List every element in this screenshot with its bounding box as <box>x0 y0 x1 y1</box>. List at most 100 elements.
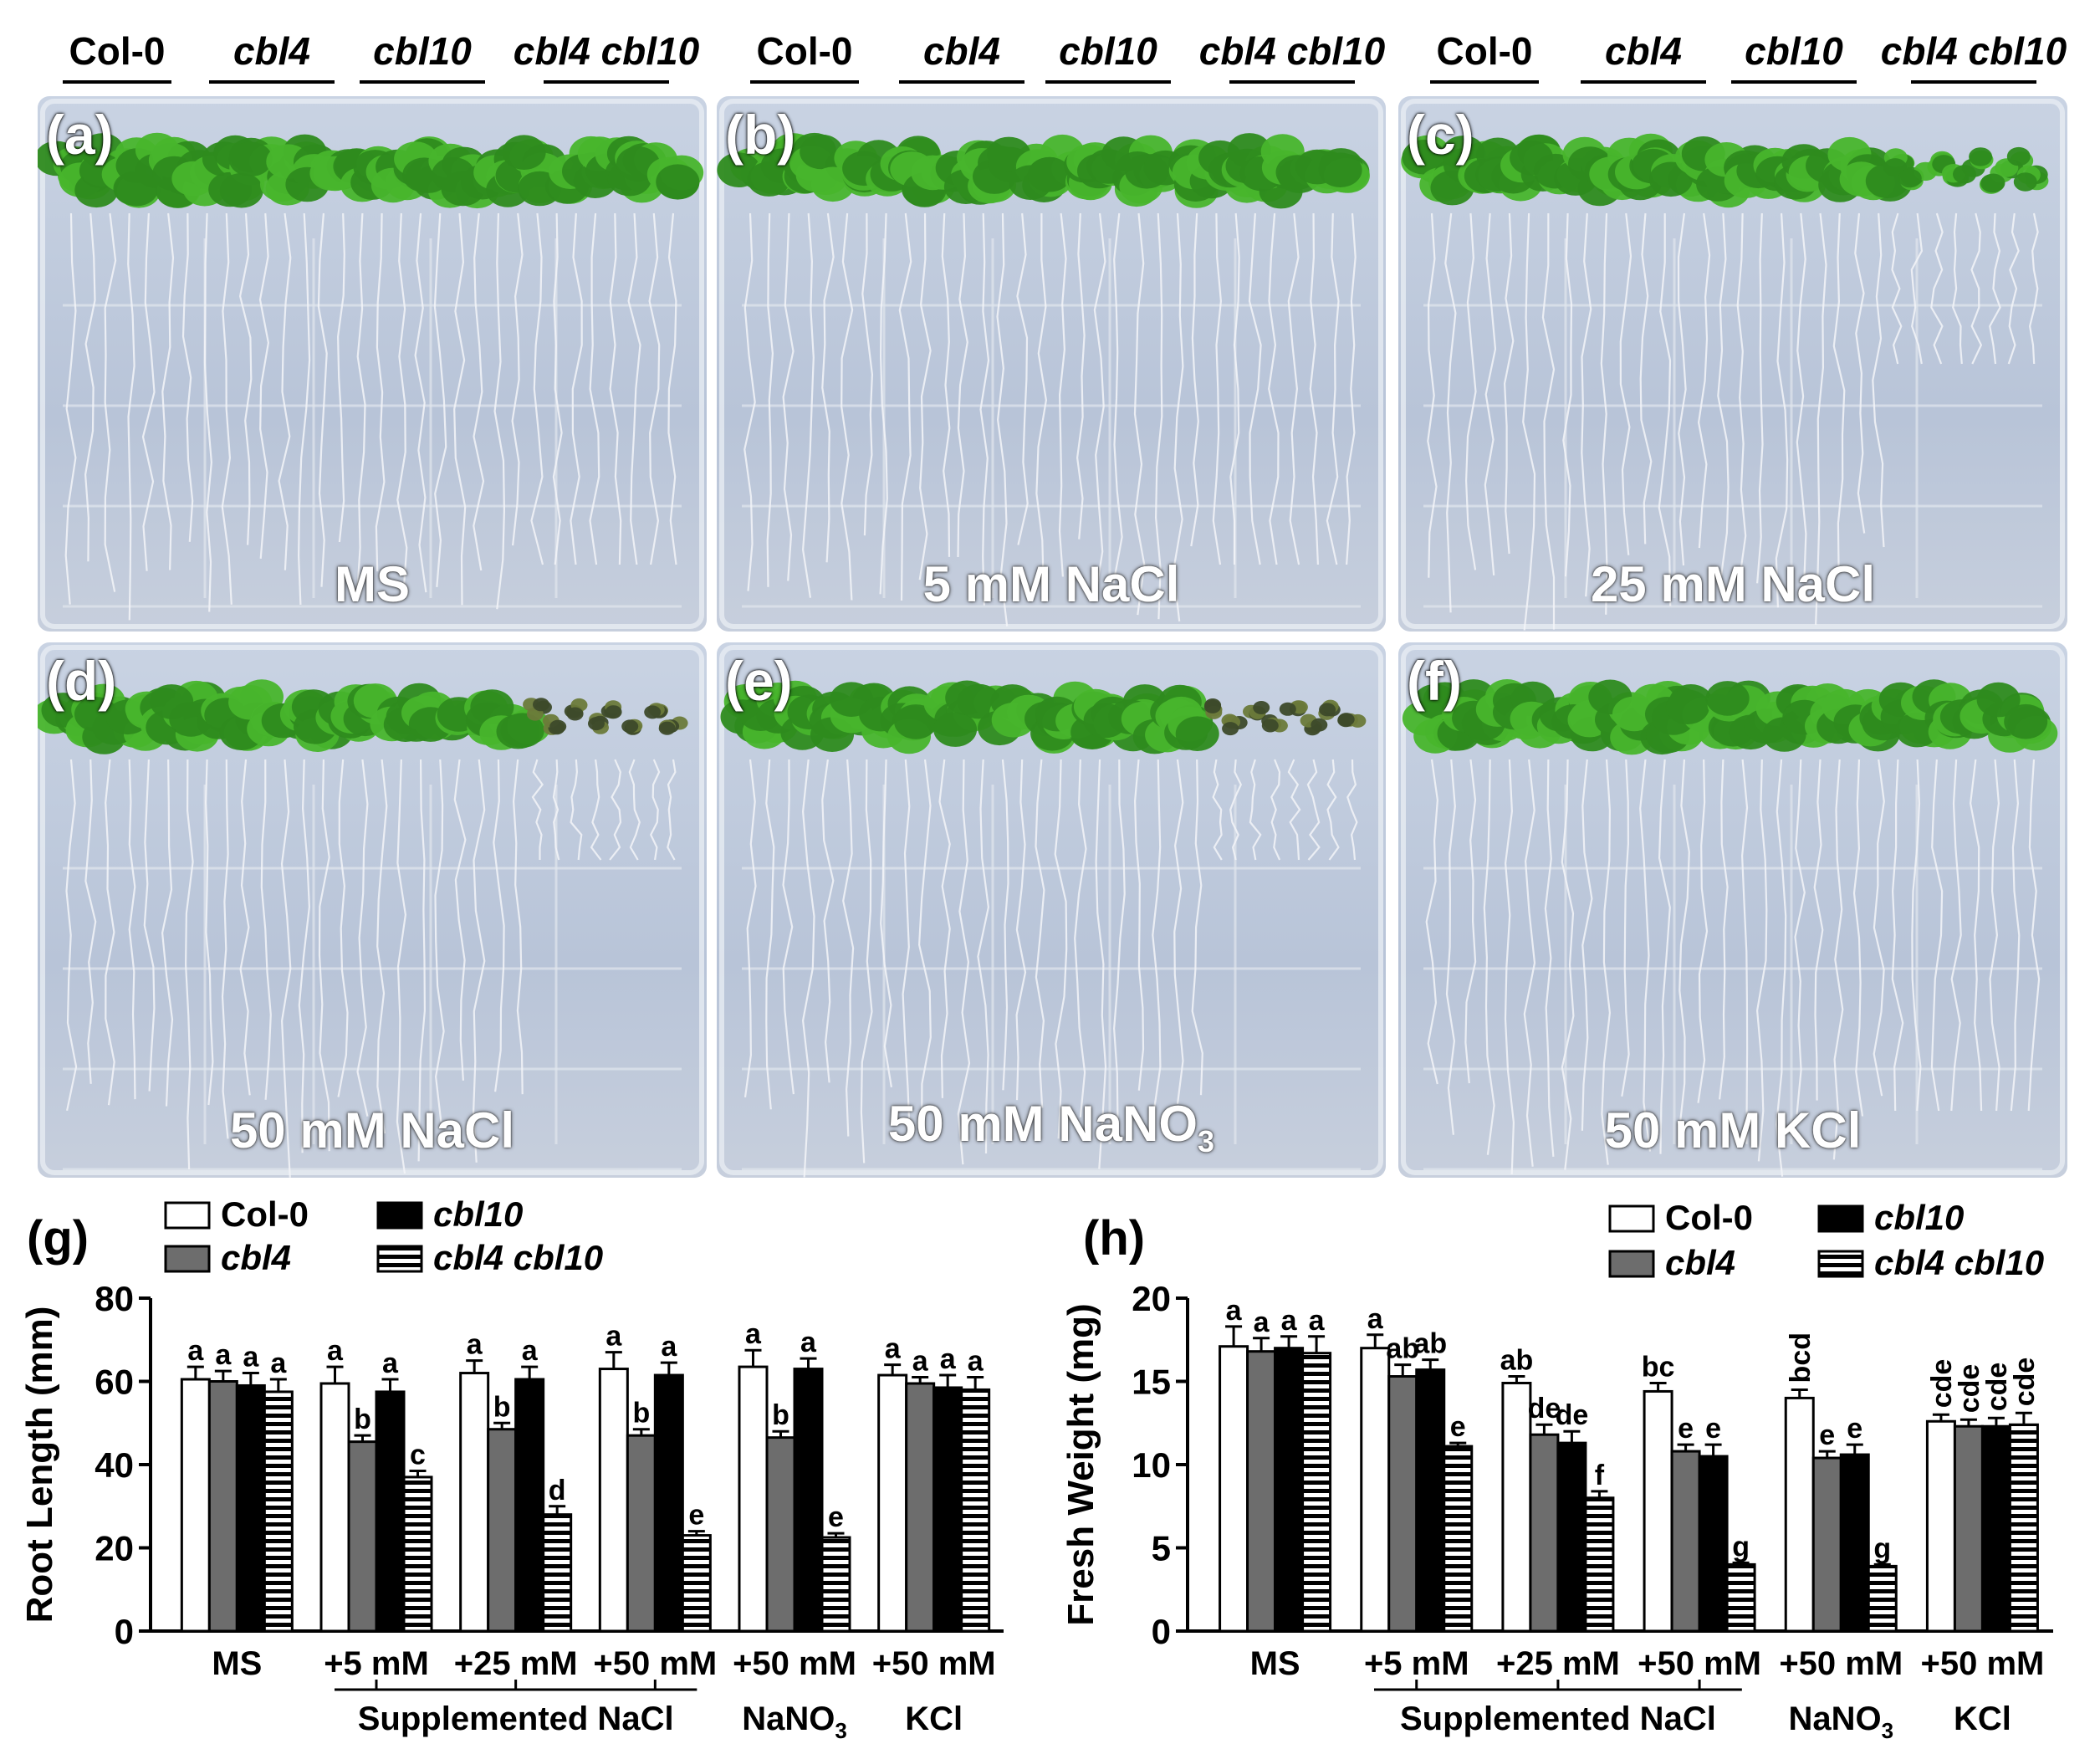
bar <box>1501 1381 1532 1633</box>
legend-swatch-2 <box>1817 1204 1864 1233</box>
y-axis-label: Root Length (mm) <box>19 1307 60 1624</box>
plant-photo-illustration <box>719 645 1383 1178</box>
panel-label: (c) <box>1407 104 1474 166</box>
genotype-underline <box>1045 80 1171 84</box>
bar <box>402 1475 433 1633</box>
significance-letter: e <box>688 1500 704 1532</box>
genotype-underline <box>1430 80 1539 84</box>
legend-label-2: cbl10 <box>433 1194 523 1234</box>
group-label: Supplemented NaCl <box>1400 1700 1716 1737</box>
significance-letter: a <box>270 1348 287 1379</box>
y-tick-label: 0 <box>115 1612 134 1651</box>
error-bar <box>409 1469 427 1477</box>
chart-panel-label: (g) <box>27 1211 89 1266</box>
legend-swatch-0 <box>164 1201 211 1230</box>
error-bar <box>381 1378 399 1392</box>
significance-letter: a <box>327 1335 344 1367</box>
bar <box>793 1368 824 1633</box>
error-bar <box>772 1429 789 1438</box>
y-tick-label: 40 <box>95 1445 134 1485</box>
significance-letter: e <box>828 1501 844 1533</box>
legend-label-1: cbl4 <box>221 1238 291 1277</box>
legend-label-0: Col-0 <box>221 1194 309 1234</box>
genotype-underline <box>1229 80 1355 84</box>
bar <box>375 1390 406 1633</box>
bar <box>514 1378 545 1633</box>
category-label: MS <box>1250 1645 1300 1682</box>
significance-letter: e <box>1819 1419 1835 1451</box>
significance-letter: b <box>493 1391 511 1423</box>
significance-letter: b <box>632 1398 650 1429</box>
significance-letter: a <box>1254 1307 1270 1338</box>
significance-letter: cde <box>2009 1358 2041 1407</box>
bar <box>235 1383 266 1633</box>
bar <box>1784 1396 1815 1633</box>
significance-letter: a <box>800 1327 817 1358</box>
legend-swatch-0 <box>1608 1204 1655 1233</box>
significance-letter: a <box>661 1331 677 1363</box>
bar <box>960 1388 991 1633</box>
significance-letter: d <box>549 1475 566 1506</box>
legend-swatch-1 <box>1608 1250 1655 1278</box>
error-bar <box>466 1359 483 1373</box>
bar <box>1301 1352 1332 1633</box>
category-label: +25 mM <box>1496 1645 1620 1682</box>
bar <box>1584 1496 1615 1633</box>
panel-label: (f) <box>1407 650 1462 712</box>
significance-letter: e <box>1847 1413 1862 1445</box>
genotype-underline <box>1911 80 2036 84</box>
photo-panel-d: (d) 50 mM NaCl <box>38 642 707 1178</box>
error-bar <box>242 1372 259 1386</box>
bar <box>905 1382 936 1633</box>
significance-letter: a <box>1226 1295 1243 1327</box>
category-label: +5 mM <box>324 1645 429 1682</box>
significance-letter: ab <box>1386 1333 1419 1365</box>
error-bar <box>326 1365 344 1383</box>
bar <box>263 1390 294 1633</box>
error-bar <box>1280 1335 1298 1348</box>
significance-letter: ab <box>1413 1328 1447 1360</box>
panel-label: (e) <box>725 650 793 712</box>
significance-letter: b <box>772 1399 789 1431</box>
genotype-label-3-3: cbl10 <box>1745 29 1843 73</box>
bar <box>319 1382 350 1633</box>
significance-letter: cde <box>1926 1359 1958 1409</box>
significance-letter: a <box>1367 1303 1384 1335</box>
bar <box>1360 1347 1391 1633</box>
category-sublabel: KCl <box>905 1700 963 1737</box>
genotype-underline <box>899 80 1024 84</box>
bar <box>1387 1375 1418 1633</box>
y-tick-label: 10 <box>1132 1445 1171 1485</box>
condition-text: 5 mM NaCl <box>922 556 1180 612</box>
legend-label-3: cbl4 cbl10 <box>1874 1243 2044 1282</box>
error-bar <box>1732 1561 1750 1565</box>
category-sublabel: NaNO3 <box>1788 1700 1893 1743</box>
significance-letter: a <box>940 1343 957 1375</box>
bar <box>207 1380 238 1633</box>
bar <box>180 1378 211 1633</box>
photo-panel-e: (e) 50 mM NaNO3 <box>717 642 1386 1178</box>
category-sublabel: NaNO3 <box>742 1700 847 1743</box>
error-bar <box>549 1505 566 1515</box>
significance-letter: a <box>1309 1305 1326 1337</box>
y-tick-label: 80 <box>95 1279 134 1318</box>
significance-letter: a <box>215 1339 232 1371</box>
significance-letter: a <box>605 1321 622 1353</box>
significance-letter: a <box>885 1333 902 1365</box>
error-bar <box>687 1530 705 1536</box>
bar <box>1867 1564 1898 1633</box>
genotype-underline <box>1731 80 1857 84</box>
genotype-underline <box>209 80 335 84</box>
y-tick-label: 0 <box>1152 1612 1171 1651</box>
legend-label-0: Col-0 <box>1665 1198 1753 1237</box>
significance-letter: a <box>912 1346 929 1378</box>
photo-panel-c: (c) 25 mM NaCl <box>1398 96 2067 632</box>
bar <box>1415 1368 1446 1633</box>
bar <box>1725 1562 1756 1633</box>
bar <box>1811 1456 1842 1633</box>
error-bar <box>1308 1335 1326 1353</box>
error-bar <box>214 1369 232 1382</box>
chart-panel-label: (h) <box>1083 1211 1145 1266</box>
error-bar <box>632 1428 650 1436</box>
significance-letter: bcd <box>1785 1332 1816 1383</box>
